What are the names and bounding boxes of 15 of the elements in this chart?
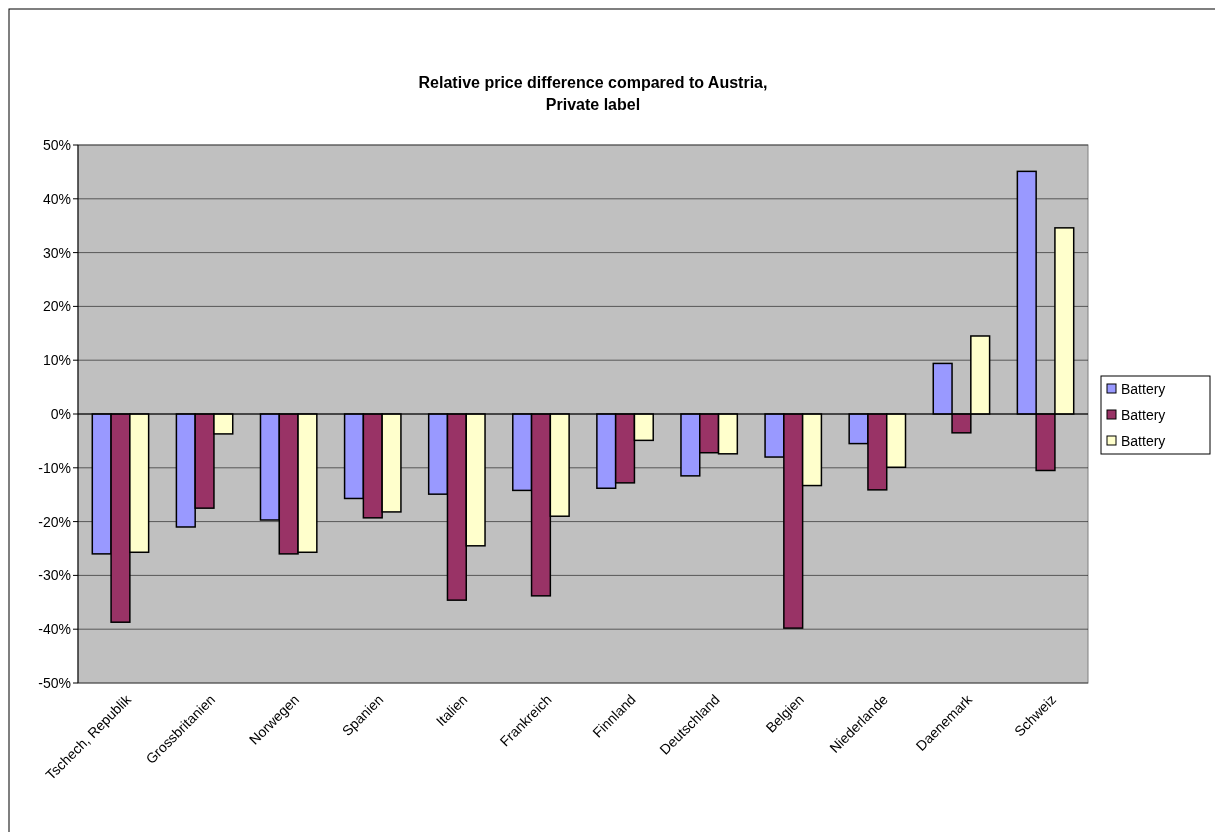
y-tick-label: 30% — [42, 244, 71, 261]
legend-label: Battery — [1121, 406, 1166, 423]
chart-title: Relative price difference compared to Austria, Private label — [418, 74, 768, 113]
y-tick-label: 50% — [42, 136, 71, 153]
y-tick-label: -20% — [38, 513, 71, 530]
y-tick-label: 0% — [50, 405, 71, 422]
y-tick-label: 20% — [42, 298, 71, 315]
y-tick-label: 10% — [42, 352, 71, 369]
legend-label: Battery — [1121, 432, 1166, 449]
legend-label: Battery — [1121, 380, 1166, 397]
y-tick-label: -40% — [38, 621, 71, 638]
y-tick-label: 40% — [42, 190, 71, 207]
y-tick-label: -30% — [38, 567, 71, 584]
y-tick-label: -50% — [38, 674, 71, 691]
y-tick-label: -10% — [38, 459, 71, 476]
